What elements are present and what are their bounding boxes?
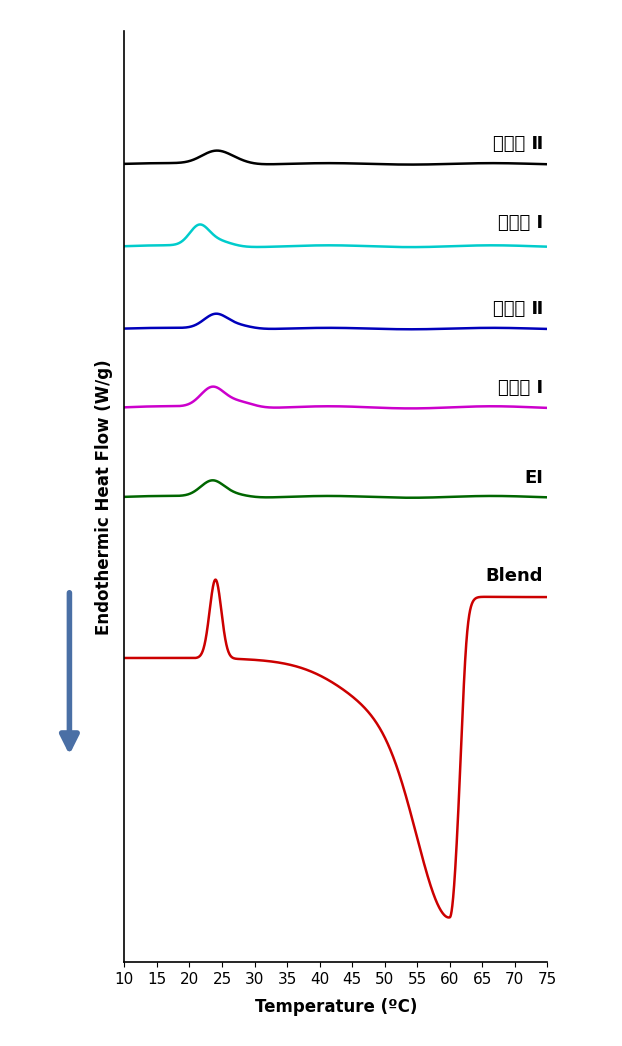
X-axis label: Temperature (ºC): Temperature (ºC) (254, 998, 417, 1016)
Y-axis label: Endothermic Heat Flow (W/g): Endothermic Heat Flow (W/g) (95, 359, 113, 635)
Text: 탈취유 Ⅱ: 탈취유 Ⅱ (493, 136, 543, 154)
Text: 탈색유 Ⅰ: 탈색유 Ⅰ (498, 379, 543, 397)
Text: 탈색유 Ⅱ: 탈색유 Ⅱ (493, 300, 543, 318)
Text: EI: EI (524, 469, 543, 486)
Text: Blend: Blend (485, 567, 543, 585)
Text: 탈취유 Ⅰ: 탈취유 Ⅰ (498, 214, 543, 232)
